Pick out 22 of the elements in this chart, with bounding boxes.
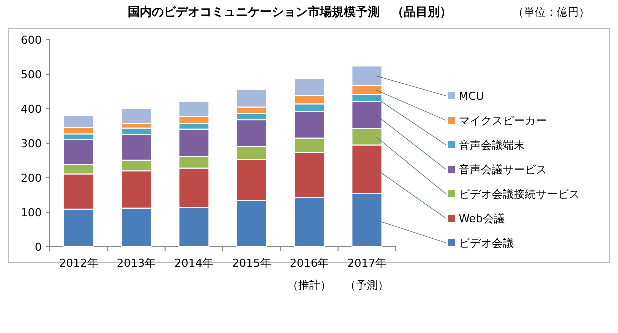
x-tick-label: 2015年	[232, 257, 272, 270]
text: （単位：億円）	[513, 6, 590, 19]
y-tick-label: 300	[21, 137, 42, 150]
x-tick-label: 2017年（予測）	[345, 257, 390, 292]
y-tick-label: 0	[35, 240, 42, 254]
x-tick-label: 2013年	[117, 257, 156, 270]
legend-label: 音声会議端末	[459, 138, 525, 152]
y-tick-label: 600	[21, 34, 42, 47]
x-tick-label: 2012年	[59, 257, 98, 270]
x-tick-label: 2016年（推計）	[288, 257, 332, 292]
y-tick-label: 400	[21, 102, 42, 116]
x-tick-label: 2014年	[174, 257, 214, 270]
y-tick-label: 200	[21, 172, 42, 185]
y-tick-label: 500	[21, 68, 42, 82]
legend-label: ビデオ会議接続サービス	[459, 188, 580, 201]
y-tick-label: 100	[21, 206, 42, 220]
legend-label: ビデオ会議	[459, 236, 514, 250]
legend-label: Web会議	[459, 212, 505, 226]
legend-label: 音声会議サービス	[459, 163, 547, 176]
legend-label: マイクスピーカー	[459, 114, 547, 128]
legend-label: MCU	[459, 90, 484, 103]
chart-title: 国内のビデオコミュニケーション市場規模予測 （品目別）	[128, 5, 452, 19]
